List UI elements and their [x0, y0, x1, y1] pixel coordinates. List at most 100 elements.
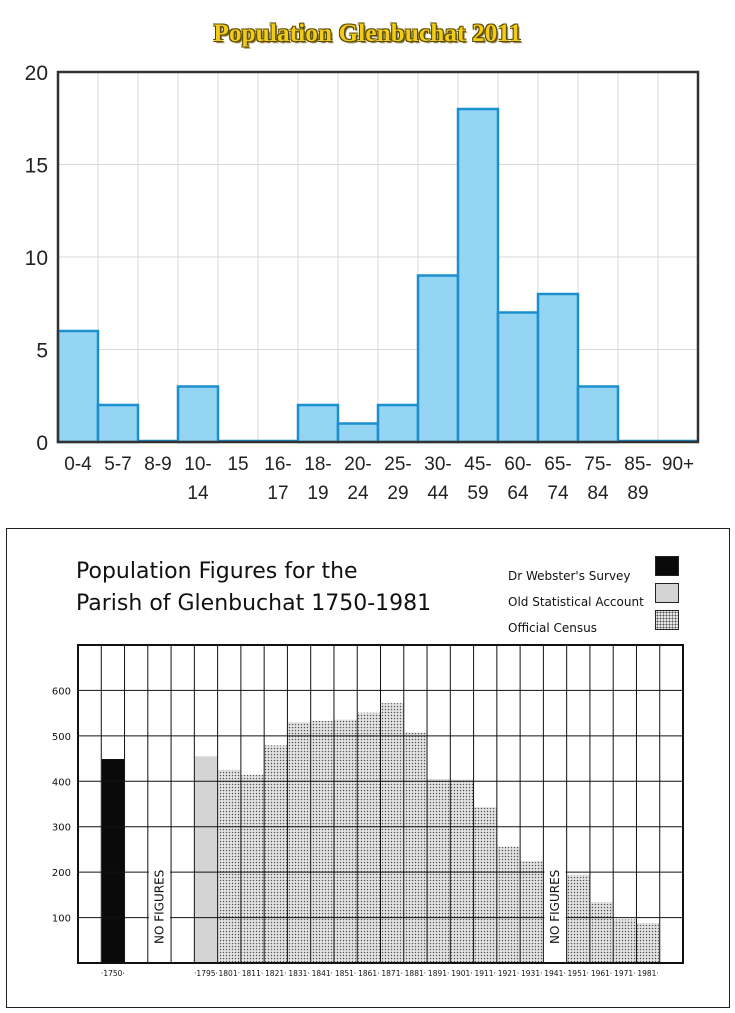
y-tick-label: 500: [52, 732, 71, 743]
x-tick-label: 65-: [544, 454, 571, 475]
x-tick-label: 1901·: [451, 969, 472, 978]
bar-1851: [334, 719, 357, 963]
x-tick-label: 10-: [184, 454, 211, 475]
chart2-plot-frame: [77, 644, 684, 964]
x-tick-label: 44: [427, 483, 449, 504]
chart2-title-line1: Population Figures for the: [76, 559, 358, 584]
bar-10-14: [176, 385, 220, 444]
bar-65-74: [536, 292, 580, 444]
bar-1750: [101, 759, 125, 963]
x-tick-label: 1951·: [568, 969, 589, 978]
x-tick-label: 24: [347, 483, 369, 504]
y-tick-label: 5: [36, 340, 48, 363]
y-tick-label: 300: [52, 823, 71, 834]
bar-1861: [357, 712, 380, 963]
x-tick-label: 16-: [264, 454, 291, 475]
y-tick-label: 400: [52, 777, 71, 788]
x-tick-label: 17: [267, 483, 288, 504]
bar-1951: [567, 874, 590, 963]
x-tick-label: 1811·: [242, 969, 263, 978]
y-tick-label: 20: [25, 62, 48, 85]
x-tick-label: 1851·: [335, 969, 356, 978]
bar-1911: [474, 807, 497, 963]
no-figures-gap: [544, 836, 566, 952]
legend-label-old-statistical: Old Statistical Account: [508, 595, 644, 609]
bar-1841: [311, 720, 334, 963]
legend-swatch-grey: [655, 583, 679, 603]
y-tick-label: 600: [52, 686, 71, 697]
x-tick-label: 8-9: [144, 454, 171, 475]
x-tick-label: 60-: [504, 454, 531, 475]
x-tick-label: 85-: [624, 454, 651, 475]
x-tick-label: 1801·: [219, 969, 240, 978]
bar-1981: [636, 923, 660, 963]
x-tick-label: 1891·: [428, 969, 449, 978]
bar-1821: [264, 745, 287, 963]
y-tick-label: 200: [52, 868, 71, 879]
x-tick-label: 1861·: [358, 969, 379, 978]
x-tick-label: 74: [547, 483, 569, 504]
x-tick-label: 45-: [464, 454, 491, 475]
bar-5-7: [96, 403, 140, 444]
x-tick-label: 1931·: [521, 969, 542, 978]
bar-1801: [218, 769, 241, 963]
y-tick-label: 15: [25, 155, 48, 178]
x-tick-label: 1831·: [288, 969, 309, 978]
x-tick-label: ·1795·: [194, 969, 218, 978]
x-tick-label: 5-7: [104, 454, 131, 475]
legend-swatch-black: [655, 556, 679, 576]
chart2-title-line2: Parish of Glenbuchat 1750-1981: [76, 591, 432, 616]
age-histogram: 0 5 10 15 20 0-4 5-7 8-9 10- 14 15 16- 17 18- 19 20- 24 2…: [25, 62, 700, 504]
no-figures-label-1: NO FIGURES: [152, 870, 166, 944]
x-tick-label: 1921·: [498, 969, 519, 978]
bar-60-64: [496, 311, 540, 444]
bar-1961: [590, 902, 613, 963]
x-tick-label: 89: [627, 483, 648, 504]
x-tick-label: 1881·: [405, 969, 426, 978]
x-tick-label: 1961·: [591, 969, 612, 978]
x-tick-label: 1841·: [312, 969, 333, 978]
bar-30-44: [416, 274, 460, 444]
x-tick-label: 19: [307, 483, 328, 504]
bar-1931: [520, 861, 543, 963]
chart1-title: Population Glenbuchat 2011: [213, 20, 522, 47]
bar-1795: [194, 756, 218, 963]
legend-label-census: Official Census: [508, 621, 597, 635]
x-tick-label: 1871·: [381, 969, 402, 978]
x-tick-label: 59: [467, 483, 488, 504]
x-tick-label: 1941·: [544, 969, 565, 978]
bar-1891: [427, 779, 450, 963]
x-tick-label: 25-: [384, 454, 411, 475]
bar-0-4: [56, 329, 100, 444]
x-tick-label: 64: [507, 483, 529, 504]
bar-1871: [381, 703, 404, 963]
x-tick-label: 15: [227, 454, 248, 475]
x-tick-label: 20-: [344, 454, 371, 475]
bar-75-84: [576, 385, 620, 444]
no-figures-label-2: NO FIGURES: [548, 870, 562, 944]
legend-swatch-dotted: [655, 610, 679, 630]
bar-1831: [287, 722, 311, 963]
x-tick-label: 1971·: [614, 969, 635, 978]
x-tick-label: 84: [587, 483, 609, 504]
no-figures-gap: [148, 836, 171, 952]
x-tick-label: 14: [187, 483, 209, 504]
x-tick-label: ·1750·: [101, 969, 125, 978]
bar-1921: [497, 846, 520, 963]
bar-45-59: [456, 107, 500, 444]
x-tick-label: 1981·: [637, 969, 658, 978]
x-tick-label: 18-: [304, 454, 331, 475]
bar-1811: [241, 774, 264, 963]
x-tick-label: 1911·: [474, 969, 495, 978]
bar-1971: [613, 919, 636, 963]
chart1-plot-frame: [56, 70, 700, 444]
y-tick-label: 0: [36, 432, 48, 455]
bar-1901: [450, 779, 474, 963]
x-tick-label: 1821·: [265, 969, 286, 978]
y-tick-label: 10: [25, 247, 48, 270]
y-tick-label: 100: [52, 914, 71, 925]
legend-label-webster: Dr Webster's Survey: [508, 569, 631, 583]
bar-1881: [404, 732, 427, 963]
chart2-grid: [78, 645, 683, 963]
